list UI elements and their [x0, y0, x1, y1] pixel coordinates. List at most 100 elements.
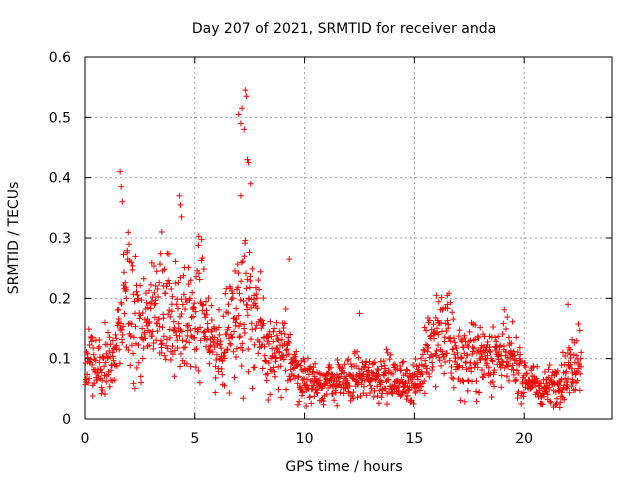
data-point [265, 397, 272, 404]
data-point [251, 341, 258, 348]
data-point [231, 267, 238, 274]
data-point [133, 288, 140, 295]
data-point [389, 390, 396, 397]
data-point [578, 363, 585, 370]
data-point [438, 319, 445, 326]
data-point [367, 382, 374, 389]
data-point [85, 326, 92, 333]
data-point [177, 363, 184, 370]
data-point [480, 374, 487, 381]
data-point [136, 315, 143, 322]
data-point [225, 310, 232, 317]
data-point [262, 358, 269, 365]
data-point [237, 192, 244, 199]
data-point [183, 360, 190, 367]
data-point [155, 293, 162, 300]
data-point [171, 347, 178, 354]
data-point [477, 324, 484, 331]
data-point [460, 378, 467, 385]
data-point [147, 281, 154, 288]
data-point [412, 355, 419, 362]
data-point [421, 324, 428, 331]
data-points [82, 87, 585, 411]
data-point [360, 383, 367, 390]
data-point [103, 350, 110, 357]
data-point [490, 323, 497, 330]
data-point [345, 388, 352, 395]
data-point [400, 358, 407, 365]
data-point [440, 353, 447, 360]
data-point [148, 259, 155, 266]
data-point [476, 389, 483, 396]
data-point [243, 285, 250, 292]
data-point [242, 87, 249, 94]
data-point [123, 286, 130, 293]
data-point [201, 311, 208, 318]
data-point [559, 386, 566, 393]
data-point [520, 389, 527, 396]
data-point [576, 387, 583, 394]
data-point [154, 328, 161, 335]
data-point [470, 337, 477, 344]
data-point [175, 305, 182, 312]
data-point [168, 308, 175, 315]
data-point [465, 378, 472, 384]
data-point [477, 348, 484, 355]
data-point [567, 346, 574, 353]
data-point [341, 369, 348, 376]
data-point [512, 377, 519, 384]
x-axis-label: GPS time / hours [285, 459, 402, 475]
data-point [196, 270, 202, 277]
data-point [331, 397, 338, 404]
data-point [472, 336, 479, 343]
data-point [314, 387, 321, 394]
data-point [475, 334, 482, 341]
data-point [119, 331, 126, 338]
data-point [382, 370, 389, 377]
data-point [453, 345, 460, 352]
data-point [235, 270, 242, 277]
data-point [96, 337, 103, 344]
data-point [444, 305, 451, 312]
data-point [142, 290, 149, 297]
data-point [187, 295, 194, 302]
data-point [269, 353, 276, 360]
data-point [505, 334, 512, 341]
data-point [250, 364, 257, 371]
data-point [444, 350, 451, 357]
data-point [241, 253, 248, 260]
data-point [451, 351, 458, 358]
data-point [123, 295, 130, 302]
data-point [162, 356, 169, 363]
data-point [356, 310, 363, 317]
data-point [173, 332, 180, 339]
data-point [166, 307, 173, 314]
data-point [132, 253, 139, 260]
data-point [363, 392, 370, 399]
data-point [280, 356, 287, 363]
data-point [243, 301, 250, 308]
data-point [339, 365, 346, 372]
data-point [237, 320, 244, 327]
data-point [455, 333, 462, 340]
data-point [187, 277, 194, 284]
data-point [112, 331, 119, 338]
data-point [132, 323, 139, 330]
data-point [171, 373, 178, 380]
data-point [507, 347, 514, 354]
data-point [151, 314, 158, 321]
data-point [435, 298, 442, 305]
data-point [233, 316, 240, 323]
data-point [203, 336, 210, 343]
data-point [404, 367, 411, 374]
data-point [460, 344, 467, 351]
data-point [422, 357, 429, 364]
data-point [337, 389, 344, 396]
data-point [435, 331, 442, 338]
data-point [224, 346, 231, 353]
data-point [448, 374, 455, 381]
data-point [170, 318, 177, 325]
data-point [276, 349, 283, 356]
data-point [238, 259, 245, 266]
data-point [235, 111, 242, 118]
